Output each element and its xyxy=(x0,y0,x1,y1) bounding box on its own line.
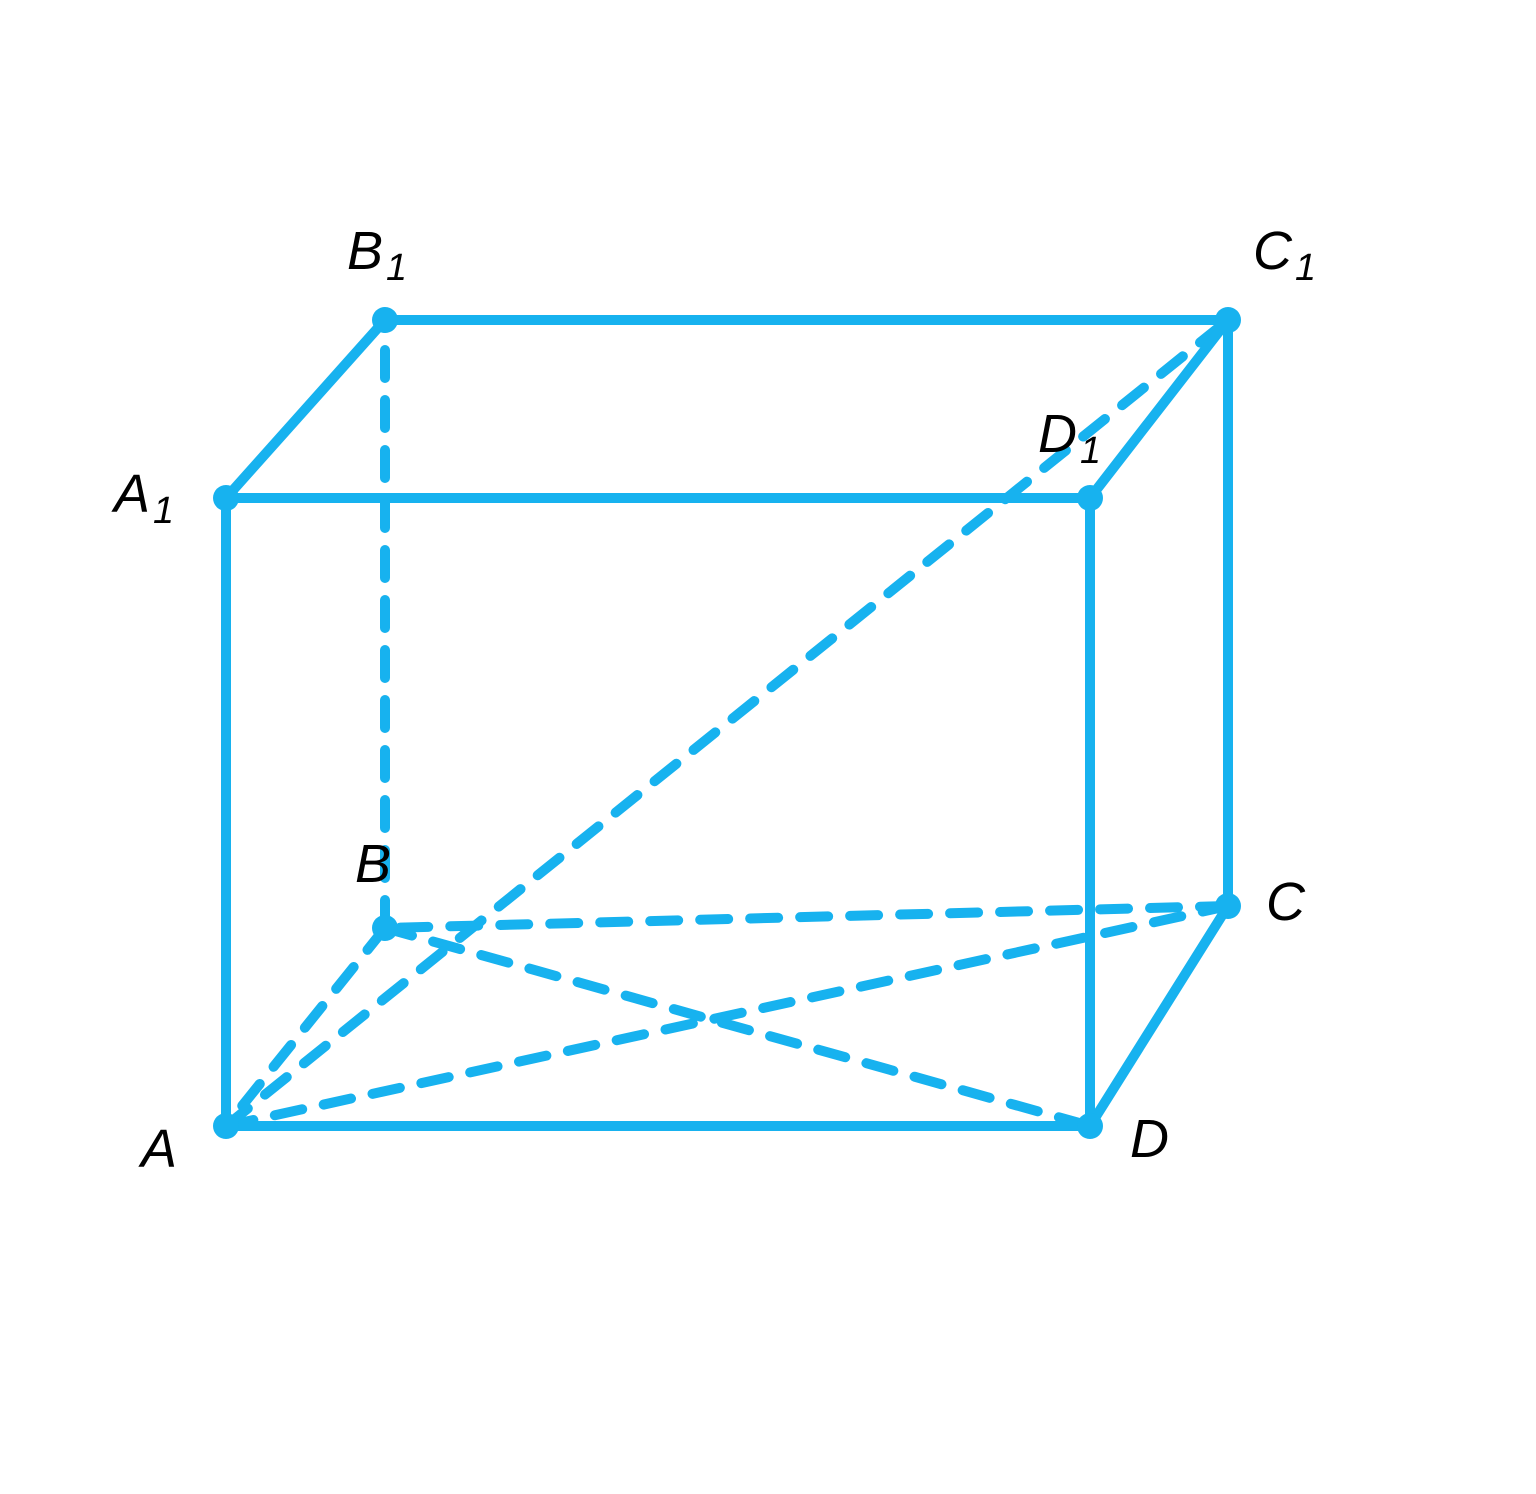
vertex-C1 xyxy=(1215,307,1241,333)
vertex-A1 xyxy=(213,485,239,511)
edge-B-A xyxy=(226,928,385,1126)
edge-B1-A1 xyxy=(226,320,385,498)
vertex-B xyxy=(372,915,398,941)
label-D1: D1 xyxy=(1038,403,1101,465)
label-C1: C1 xyxy=(1253,220,1316,282)
vertex-A xyxy=(213,1113,239,1139)
label-A: A xyxy=(141,1118,177,1180)
vertex-B1 xyxy=(372,307,398,333)
edge-D-C xyxy=(1090,906,1228,1126)
vertex-C xyxy=(1215,893,1241,919)
label-B: B xyxy=(355,833,391,895)
edge-C-B xyxy=(385,906,1228,928)
label-A1: A1 xyxy=(114,463,174,525)
label-D: D xyxy=(1130,1108,1169,1170)
vertex-D xyxy=(1077,1113,1103,1139)
vertex-D1 xyxy=(1077,485,1103,511)
edge-D1-C1 xyxy=(1090,320,1228,498)
label-B1: B1 xyxy=(347,220,407,282)
label-C: C xyxy=(1266,871,1305,933)
